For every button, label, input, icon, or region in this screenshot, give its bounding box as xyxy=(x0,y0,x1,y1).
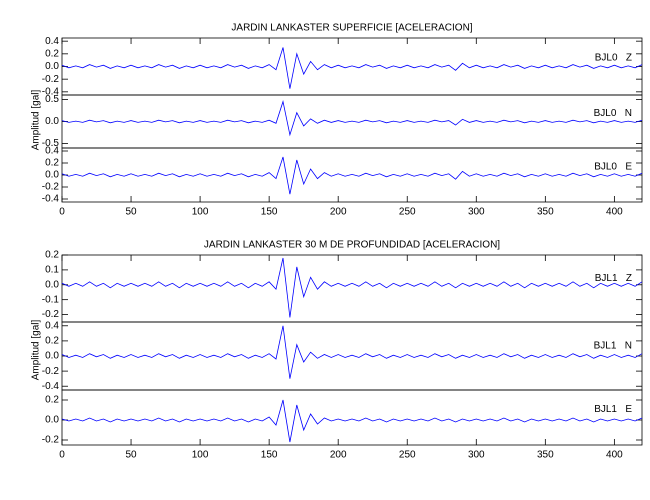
y-tick-label: 0.4 xyxy=(45,146,59,157)
panel-frame xyxy=(61,147,643,203)
y-tick-label: 0.0 xyxy=(45,351,59,362)
waveform xyxy=(61,47,643,89)
y-tick-label: 0.0 xyxy=(45,170,59,181)
y-tick-label: 0.2 xyxy=(45,395,59,406)
x-tick-label: 100 xyxy=(192,207,209,218)
y-tick-label: 0.0 xyxy=(45,415,59,426)
panel-frame xyxy=(61,321,643,391)
y-tick-label: -0.2 xyxy=(42,366,60,377)
y-tick-label: 0.2 xyxy=(45,250,59,261)
panel-frame xyxy=(61,37,643,96)
chart-title: JARDIN LANKASTER SUPERFICIE [ACELERACION… xyxy=(231,23,472,34)
x-tick-label: 350 xyxy=(537,450,554,461)
y-tick-label: 0.4 xyxy=(45,320,59,331)
y-tick-label: -0.2 xyxy=(42,182,60,193)
waveform xyxy=(61,100,643,137)
x-tick-label: 400 xyxy=(606,450,623,461)
y-tick-label: 0.4 xyxy=(45,36,59,47)
x-tick-label: 350 xyxy=(537,207,554,218)
y-tick-label: 0.0 xyxy=(45,279,59,290)
y-tick-label: -0.4 xyxy=(42,194,60,205)
trace-label: BJL0 N xyxy=(594,108,632,119)
y-tick-label: 0.2 xyxy=(45,336,59,347)
y-tick-label: 0.1 xyxy=(45,265,59,276)
y-axis-label: Amplitud [gal] xyxy=(31,89,42,150)
y-tick-label: 0.5 xyxy=(45,94,59,105)
y-tick-label: -0.2 xyxy=(42,435,60,446)
trace-label: BJL1 Z xyxy=(595,273,632,284)
trace-label: BJL1 E xyxy=(594,404,632,415)
y-tick-label: 0.0 xyxy=(45,61,59,72)
y-tick-label: -0.2 xyxy=(42,309,60,320)
x-tick-label: 100 xyxy=(192,450,209,461)
y-tick-label: 0.2 xyxy=(45,48,59,59)
trace-label: BJL1 N xyxy=(594,340,632,351)
x-tick-label: 50 xyxy=(125,450,137,461)
x-tick-label: 0 xyxy=(59,450,65,461)
x-tick-label: 200 xyxy=(330,450,347,461)
y-axis-label: Amplitud [gal] xyxy=(31,319,42,380)
y-tick-label: 0.2 xyxy=(45,158,59,169)
waveform xyxy=(61,156,643,195)
y-tick-label: -0.1 xyxy=(42,294,60,305)
x-tick-label: 400 xyxy=(606,207,623,218)
panel-frame xyxy=(61,254,643,323)
waveform xyxy=(61,399,643,443)
x-tick-label: 250 xyxy=(399,450,416,461)
chart-title: JARDIN LANKASTER 30 M DE PROFUNDIDAD [AC… xyxy=(204,240,500,251)
x-tick-label: 0 xyxy=(59,207,65,218)
trace-label: BJL0 Z xyxy=(595,53,632,64)
waveform xyxy=(61,257,643,318)
x-tick-label: 50 xyxy=(125,207,137,218)
x-tick-label: 250 xyxy=(399,207,416,218)
x-tick-label: 150 xyxy=(261,207,278,218)
panel-frame xyxy=(61,389,643,446)
x-tick-label: 200 xyxy=(330,207,347,218)
x-tick-label: 300 xyxy=(468,450,485,461)
y-tick-label: -0.4 xyxy=(42,86,60,97)
y-tick-label: -0.4 xyxy=(42,381,60,392)
x-tick-label: 300 xyxy=(468,207,485,218)
y-tick-label: 0.0 xyxy=(45,116,59,127)
y-tick-label: -0.5 xyxy=(42,138,60,149)
waveform xyxy=(61,325,643,379)
trace-label: BJL0 E xyxy=(594,162,632,173)
x-tick-label: 150 xyxy=(261,450,278,461)
y-tick-label: -0.2 xyxy=(42,74,60,85)
